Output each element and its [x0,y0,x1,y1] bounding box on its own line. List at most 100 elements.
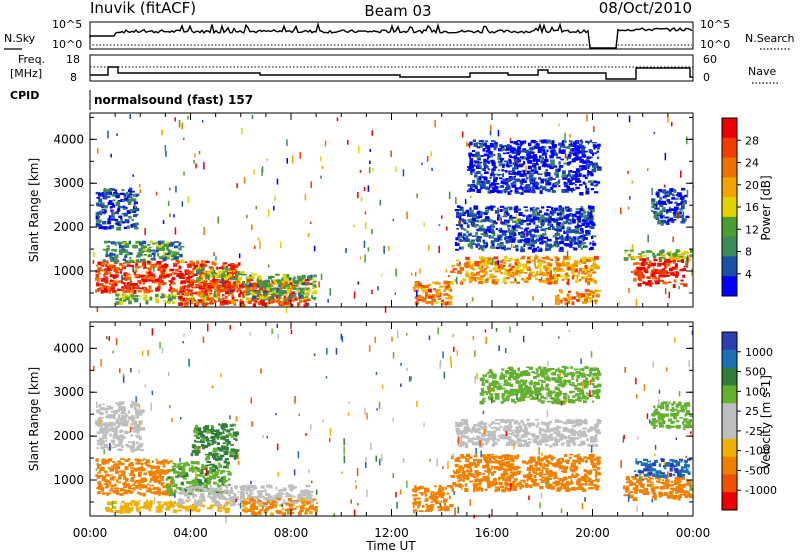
data-cell [164,296,169,298]
data-cell [282,273,287,278]
data-cell [290,489,293,492]
data-cell [318,281,320,288]
data-cell [134,203,137,209]
data-cell [499,144,503,148]
data-cell [273,289,276,294]
beam-title: Beam 03 [364,2,431,20]
data-cell [114,282,118,287]
data-cell [161,274,167,278]
data-cell [486,226,492,229]
data-cell [249,500,253,503]
data-cell [637,267,641,270]
data-cell [508,155,511,158]
data-cell [511,216,516,219]
data-cell [300,496,306,500]
data-cell [548,263,553,267]
data-cell [239,282,242,285]
data-cell [544,188,550,192]
data-cell [100,278,103,280]
data-cell [113,506,117,510]
data-cell [218,492,222,495]
data-cell [93,251,95,258]
data-cell [130,503,133,506]
data-cell [487,189,490,193]
data-cell [235,273,239,277]
data-cell [651,205,657,209]
data-cell [590,183,594,186]
data-cell [237,287,240,290]
data-cell [130,471,134,476]
data-cell [508,170,511,175]
data-cell [150,266,155,269]
data-cell [585,277,588,281]
data-cell [482,141,485,145]
data-cell [156,460,160,465]
data-cell [124,466,129,470]
data-cell [100,423,105,426]
data-cell [300,290,305,295]
data-cell [538,216,542,221]
data-cell [541,155,543,161]
data-cell [119,493,124,496]
data-cell [166,483,169,486]
data-cell [202,271,205,275]
data-cell [125,507,131,510]
data-cell [138,295,142,297]
data-cell [639,258,644,261]
data-cell [578,292,582,296]
data-cell [134,269,138,273]
data-cell [107,272,111,274]
data-cell [109,274,113,278]
data-cell [140,427,146,431]
data-cell [476,155,481,159]
data-cell [578,143,583,147]
data-cell [596,181,601,184]
data-cell [123,294,129,297]
data-cell [564,153,567,159]
data-cell [149,240,153,244]
data-cell [546,149,549,153]
data-cell [556,222,561,225]
data-cell [200,502,204,504]
data-cell [551,207,554,211]
data-cell [573,247,578,251]
data-cell [417,298,422,302]
data-cell [222,293,225,297]
data-cell [545,255,548,258]
data-cell [477,277,482,280]
data-cell [520,239,524,242]
data-cell [307,282,311,285]
data-cell [476,243,481,246]
data-cell [188,498,191,501]
data-cell [499,241,504,245]
data-cell [175,186,177,193]
data-cell [571,217,575,220]
data-cell [211,283,216,287]
data-cell [98,403,102,408]
data-cell [194,482,198,486]
data-cell [528,218,534,222]
data-cell [554,182,559,186]
data-cell [197,503,202,507]
data-cell [586,156,592,159]
data-cell [664,152,667,161]
data-cell [179,462,183,465]
data-cell [451,264,454,268]
data-cell [534,259,536,267]
data-cell [98,198,103,203]
data-cell [568,239,573,242]
data-cell [561,278,565,281]
data-cell [306,499,311,503]
data-cell [672,211,677,215]
data-cell [149,500,153,503]
data-cell [168,289,171,291]
data-cell [251,114,254,120]
data-cell [494,173,498,176]
data-cell [669,188,674,193]
data-cell [496,216,500,221]
data-cell [150,469,153,473]
data-cell [488,145,491,151]
data-cell [520,181,524,185]
data-cell [160,272,165,276]
data-cell [551,141,555,146]
